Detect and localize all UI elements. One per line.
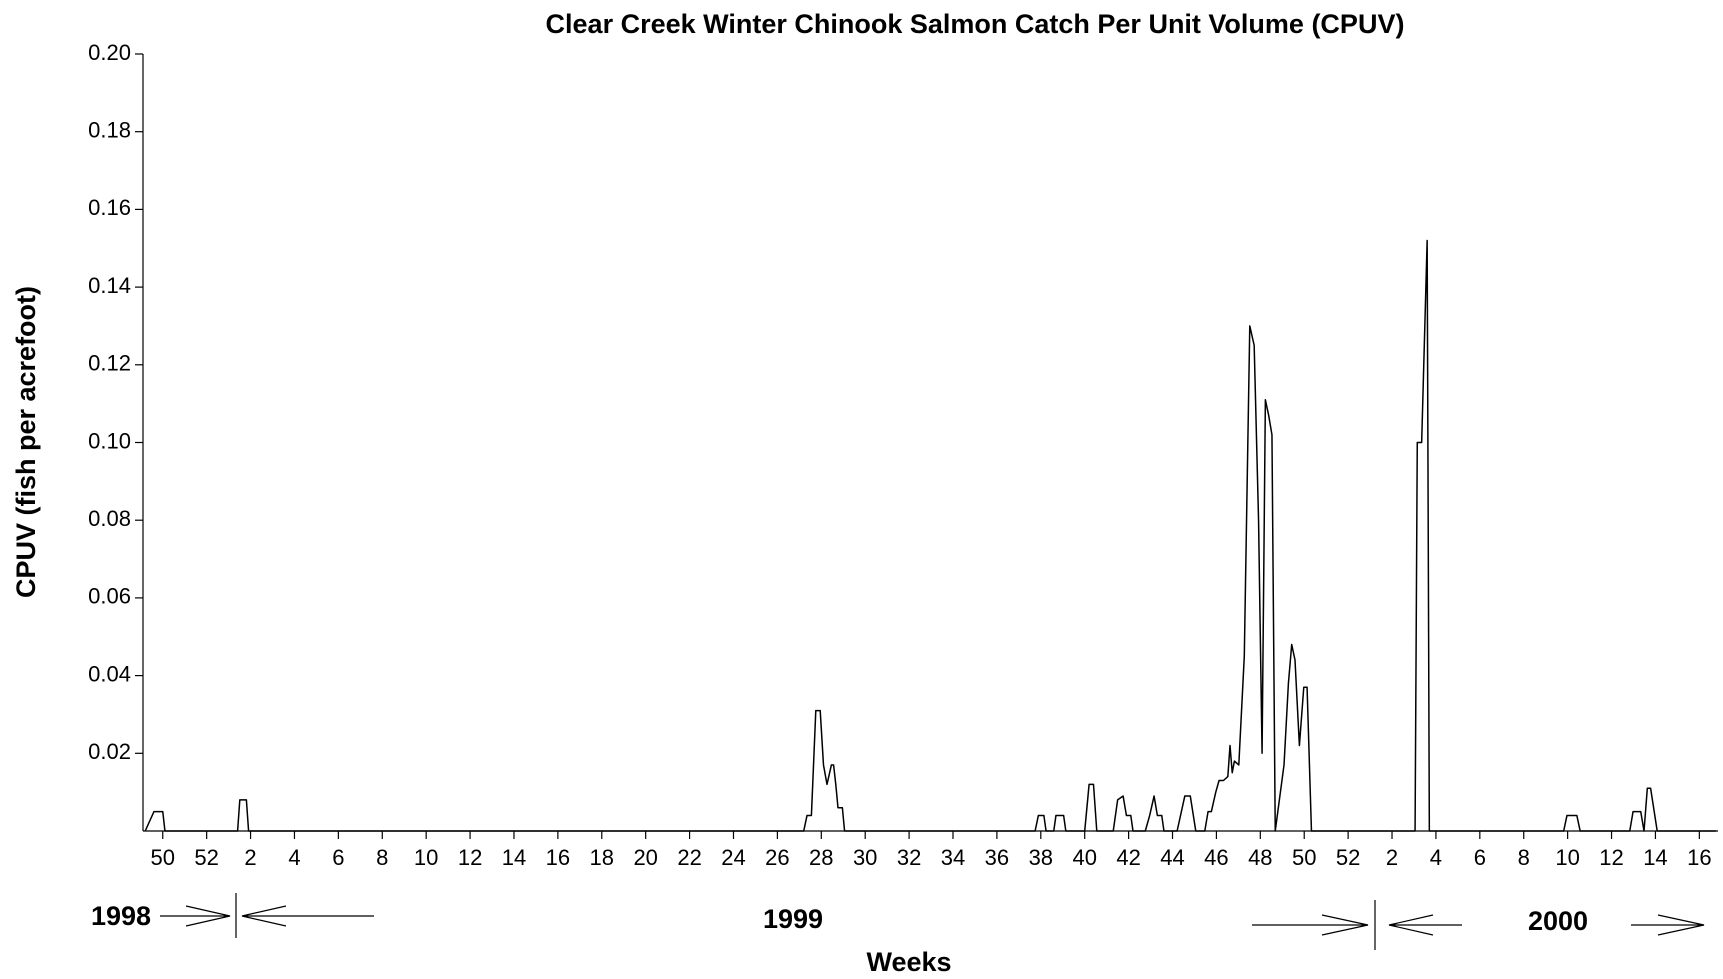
y-axis-label: CPUV (fish per acrefoot)	[11, 286, 41, 598]
x-tick-label: 32	[897, 845, 921, 870]
x-axis-label: Weeks	[866, 947, 951, 977]
y-tick-label: 0.18	[88, 118, 131, 143]
x-tick-label: 52	[1336, 845, 1360, 870]
x-tick-label: 14	[502, 845, 526, 870]
period-label: 1998	[91, 901, 151, 931]
x-tick-label: 18	[590, 845, 614, 870]
x-tick-label: 42	[1116, 845, 1140, 870]
period-label: 2000	[1528, 906, 1588, 936]
x-tick-label: 16	[1687, 845, 1711, 870]
x-tick-label: 50	[1292, 845, 1316, 870]
x-tick-label: 38	[1029, 845, 1053, 870]
y-tick-label: 0.08	[88, 506, 131, 531]
x-tick-label: 14	[1643, 845, 1667, 870]
y-tick-label: 0.12	[88, 351, 131, 376]
x-tick-label: 40	[1072, 845, 1096, 870]
x-tick-label: 48	[1248, 845, 1272, 870]
x-tick-label: 52	[194, 845, 218, 870]
period-arrows	[160, 893, 1705, 950]
x-tick-label: 2	[1386, 845, 1398, 870]
x-tick-label: 6	[1474, 845, 1486, 870]
x-tick-label: 8	[376, 845, 388, 870]
period-label: 1999	[763, 904, 823, 934]
x-tick-label: 12	[458, 845, 482, 870]
x-tick-label: 46	[1204, 845, 1228, 870]
y-tick-label: 0.20	[88, 40, 131, 65]
x-tick-label: 8	[1518, 845, 1530, 870]
x-tick-label: 28	[809, 845, 833, 870]
x-tick-label: 30	[853, 845, 877, 870]
x-tick-label: 50	[151, 845, 175, 870]
data-line	[144, 239, 1716, 832]
y-tick-label: 0.04	[88, 661, 131, 686]
y-tick-label: 0.16	[88, 195, 131, 220]
x-tick-label: 4	[288, 845, 300, 870]
x-tick-label: 36	[985, 845, 1009, 870]
x-tick-label: 20	[633, 845, 657, 870]
x-tick-label: 16	[546, 845, 570, 870]
x-tick-label: 4	[1430, 845, 1442, 870]
x-tick-label: 24	[721, 845, 745, 870]
y-tick-label: 0.02	[88, 739, 131, 764]
x-tick-label: 2	[244, 845, 256, 870]
x-tick-label: 26	[765, 845, 789, 870]
x-tick-label: 10	[1555, 845, 1579, 870]
x-tick-label: 6	[332, 845, 344, 870]
y-tick-label: 0.06	[88, 584, 131, 609]
x-tick-label: 22	[677, 845, 701, 870]
chart-title: Clear Creek Winter Chinook Salmon Catch …	[546, 9, 1405, 39]
x-tick-label: 10	[414, 845, 438, 870]
y-tick-label: 0.10	[88, 428, 131, 453]
x-tick-label: 44	[1160, 845, 1184, 870]
y-tick-label: 0.14	[88, 273, 131, 298]
x-tick-label: 12	[1599, 845, 1623, 870]
x-tick-label: 34	[941, 845, 965, 870]
